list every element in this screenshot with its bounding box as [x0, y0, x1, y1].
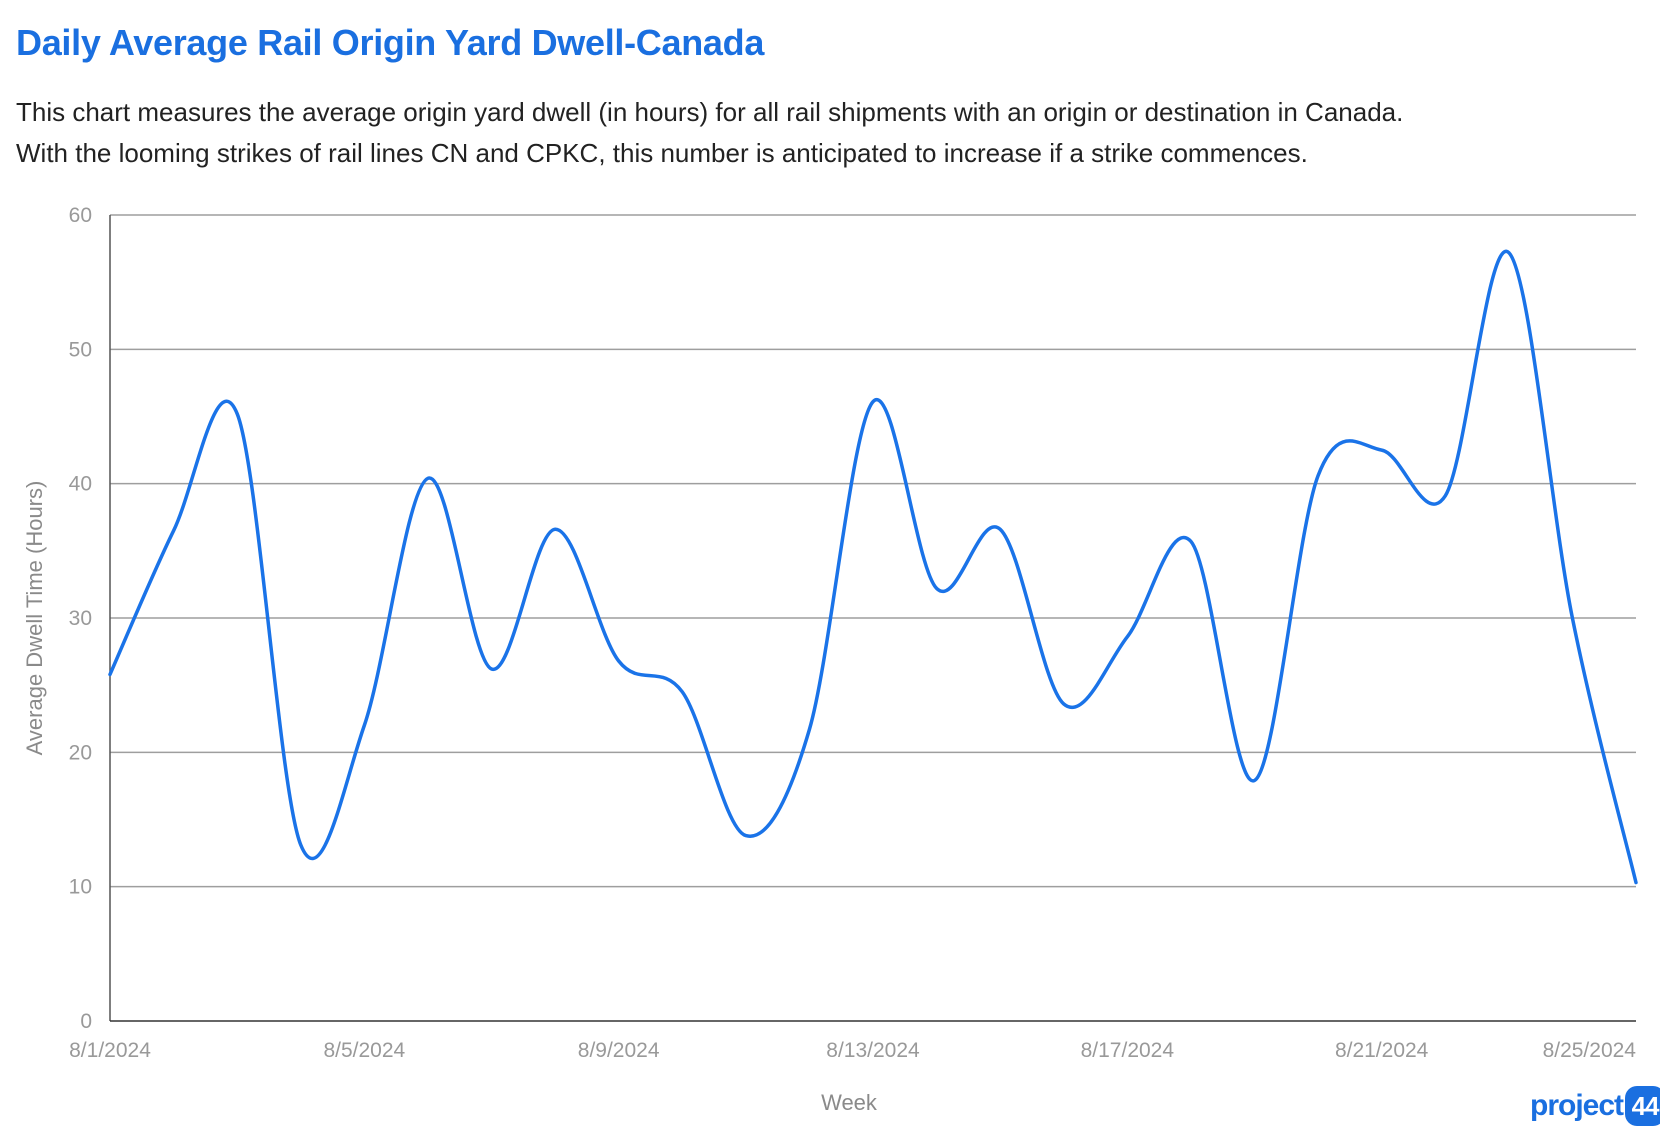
x-tick-label: 8/5/2024 — [323, 1039, 405, 1062]
y-tick-label: 50 — [69, 338, 92, 361]
x-tick-label: 8/13/2024 — [826, 1039, 920, 1062]
series-line — [108, 249, 1638, 885]
project44-logo: project 44 — [1530, 1084, 1660, 1128]
description-line-1: This chart measures the average origin y… — [16, 97, 1404, 127]
x-axis-title: Week — [821, 1090, 878, 1115]
y-tick-labels: 0 10 20 30 40 50 60 — [69, 204, 92, 1033]
x-tick-label: 8/17/2024 — [1081, 1039, 1175, 1062]
y-tick-label: 30 — [69, 607, 92, 630]
chart-description: This chart measures the average origin y… — [16, 92, 1646, 174]
description-line-2: With the looming strikes of rail lines C… — [16, 138, 1308, 168]
y-axis-title: Average Dwell Time (Hours) — [22, 481, 47, 756]
data-points — [107, 250, 1639, 886]
x-tick-labels: 8/1/2024 8/5/2024 8/9/2024 8/13/2024 8/17/20… — [69, 1039, 1636, 1062]
x-tick-label: 8/1/2024 — [69, 1039, 151, 1062]
y-tick-label: 40 — [69, 473, 92, 496]
y-tick-label: 60 — [69, 204, 92, 227]
grid-lines — [110, 214, 1636, 888]
chart-title: Daily Average Rail Origin Yard Dwell-Can… — [16, 22, 765, 63]
x-tick-label: 8/9/2024 — [578, 1039, 660, 1062]
axes — [109, 215, 1636, 1022]
x-tick-label: 8/21/2024 — [1335, 1039, 1429, 1062]
x-tick-label: 8/25/2024 — [1543, 1039, 1637, 1062]
y-tick-label: 0 — [80, 1010, 92, 1033]
y-tick-label: 10 — [69, 876, 92, 899]
y-tick-label: 20 — [69, 741, 92, 764]
logo-badge: 44 — [1625, 1086, 1660, 1126]
logo-text: project — [1530, 1089, 1624, 1122]
